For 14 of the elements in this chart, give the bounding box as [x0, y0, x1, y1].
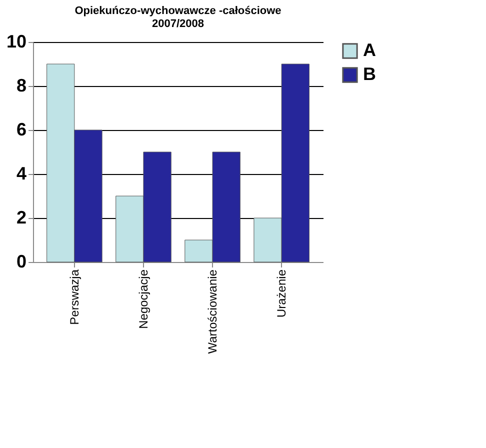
y-tick-label: 10: [6, 32, 26, 52]
x-tick-label: Wartościowanie: [206, 269, 220, 354]
legend-label: B: [363, 64, 376, 84]
x-tick-label: Negocjacje: [136, 269, 150, 329]
y-tick-label: 2: [16, 208, 26, 228]
y-tick-label: 6: [16, 120, 26, 140]
text: Opiekuńczo-wychowawcze -całościowe: [74, 5, 282, 17]
y-tick-label: 0: [16, 252, 26, 272]
x-tick-label: Urażenie: [274, 269, 289, 318]
legend-label: A: [363, 40, 376, 60]
text: 2007/2008: [152, 18, 204, 30]
x-tick-label: Perswazja: [67, 269, 82, 325]
y-tick-label: 8: [16, 76, 26, 96]
y-tick-label: 4: [16, 164, 26, 184]
